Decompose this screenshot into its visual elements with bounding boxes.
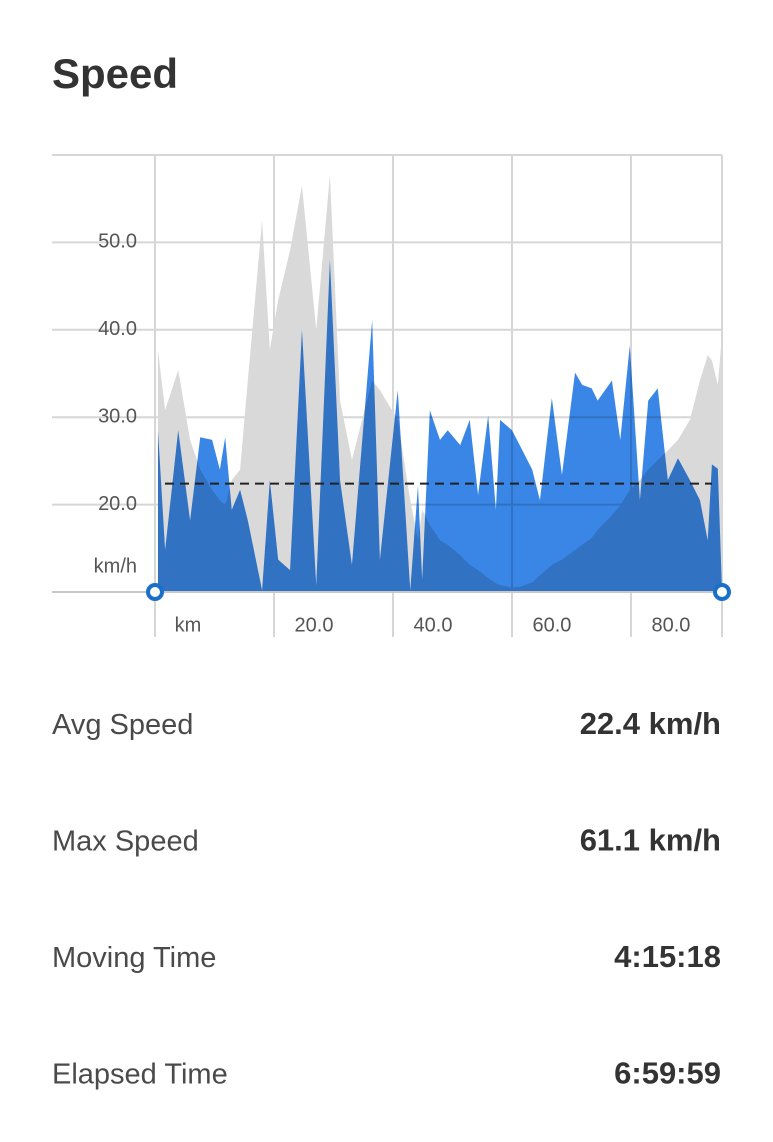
x-unit-label: km <box>175 614 202 636</box>
range-handle[interactable] <box>713 583 731 601</box>
y-tick-label: 20.0 <box>98 493 137 515</box>
x-tick-label: 40.0 <box>414 614 453 636</box>
stat-label: Elapsed Time <box>52 1059 228 1091</box>
y-tick-label: 30.0 <box>98 405 137 427</box>
x-tick-label: 80.0 <box>652 614 691 636</box>
stat-value: 6:59:59 <box>614 1056 721 1091</box>
title: Speed <box>52 50 178 97</box>
y-tick-label: 50.0 <box>98 231 137 253</box>
stat-label: Avg Speed <box>52 709 193 741</box>
stat-label: Moving Time <box>52 942 216 974</box>
stat-value: 22.4 km/h <box>580 706 721 741</box>
stat-value: 61.1 km/h <box>580 823 721 858</box>
x-tick-label: 60.0 <box>533 614 572 636</box>
x-tick-label: 20.0 <box>295 614 334 636</box>
stats-list: Avg Speed 22.4 km/h Max Speed 61.1 km/h Movi… <box>52 706 721 1091</box>
stat-value: 4:15:18 <box>614 939 721 974</box>
speed-area <box>157 259 722 592</box>
stat-label: Max Speed <box>52 826 199 858</box>
y-tick-label: 40.0 <box>98 318 137 340</box>
range-handle[interactable] <box>146 583 164 601</box>
y-unit-label: km/h <box>94 555 137 577</box>
speed-chart: 20.0 30.0 40.0 50.0 20.0 40.0 60.0 80.0 km/h km <box>52 154 731 637</box>
